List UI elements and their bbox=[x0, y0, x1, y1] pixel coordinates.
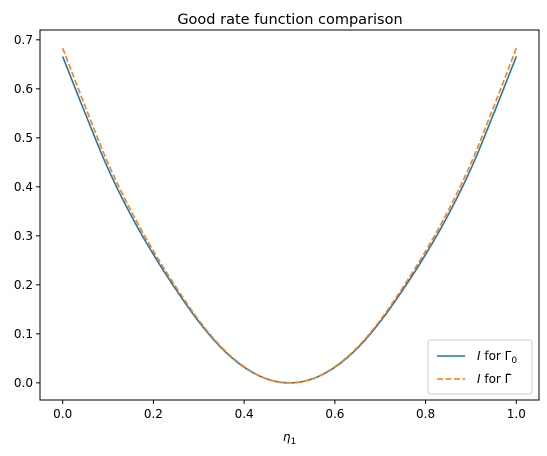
y-tick-label: 0.0 bbox=[14, 376, 33, 390]
legend-label-italic: I bbox=[477, 349, 481, 363]
x-axis-label-main: η bbox=[283, 430, 291, 444]
legend-label-mid: for Γ bbox=[481, 349, 512, 363]
x-tick-label: 0.6 bbox=[325, 407, 344, 421]
legend-label-1: I for Γ̄ bbox=[477, 372, 512, 386]
y-tick-label: 0.2 bbox=[14, 278, 33, 292]
x-tick-label: 0.0 bbox=[53, 407, 72, 421]
series-layer bbox=[61, 47, 518, 384]
legend-label-italic: I bbox=[477, 372, 481, 386]
y-tick-label: 0.5 bbox=[14, 131, 33, 145]
y-axis: 0.0 0.1 0.2 0.3 0.4 0.5 0.6 0.7 bbox=[14, 33, 40, 390]
legend-box bbox=[427, 339, 533, 395]
legend-label-0: I for Γ0 bbox=[477, 349, 517, 366]
y-tick-label: 0.3 bbox=[14, 229, 33, 243]
y-tick-label: 0.1 bbox=[14, 327, 33, 341]
plot-area bbox=[39, 29, 540, 401]
y-tick-label: 0.6 bbox=[14, 82, 33, 96]
y-tick-label: 0.7 bbox=[14, 33, 33, 47]
x-tick-label: 1.0 bbox=[507, 407, 526, 421]
legend-label-sub: 0 bbox=[511, 356, 517, 366]
x-tick-label: 0.4 bbox=[235, 407, 254, 421]
x-axis: 0.0 0.2 0.4 0.6 0.8 1.0 bbox=[53, 400, 526, 421]
plot-frame bbox=[39, 29, 540, 401]
legend-entries: I for Γ0I for Γ̄ bbox=[437, 349, 517, 386]
x-tick-label: 0.2 bbox=[144, 407, 163, 421]
x-tick-label: 0.8 bbox=[416, 407, 435, 421]
series-line-1 bbox=[61, 47, 518, 384]
x-axis-label: η1 bbox=[283, 430, 296, 447]
legend-label-mid: for Γ̄ bbox=[481, 372, 512, 386]
y-tick-label: 0.4 bbox=[14, 180, 33, 194]
chart-title: Good rate function comparison bbox=[177, 12, 402, 28]
legend: I for Γ0I for Γ̄ bbox=[427, 339, 533, 395]
x-axis-label-sub: 1 bbox=[290, 437, 296, 447]
